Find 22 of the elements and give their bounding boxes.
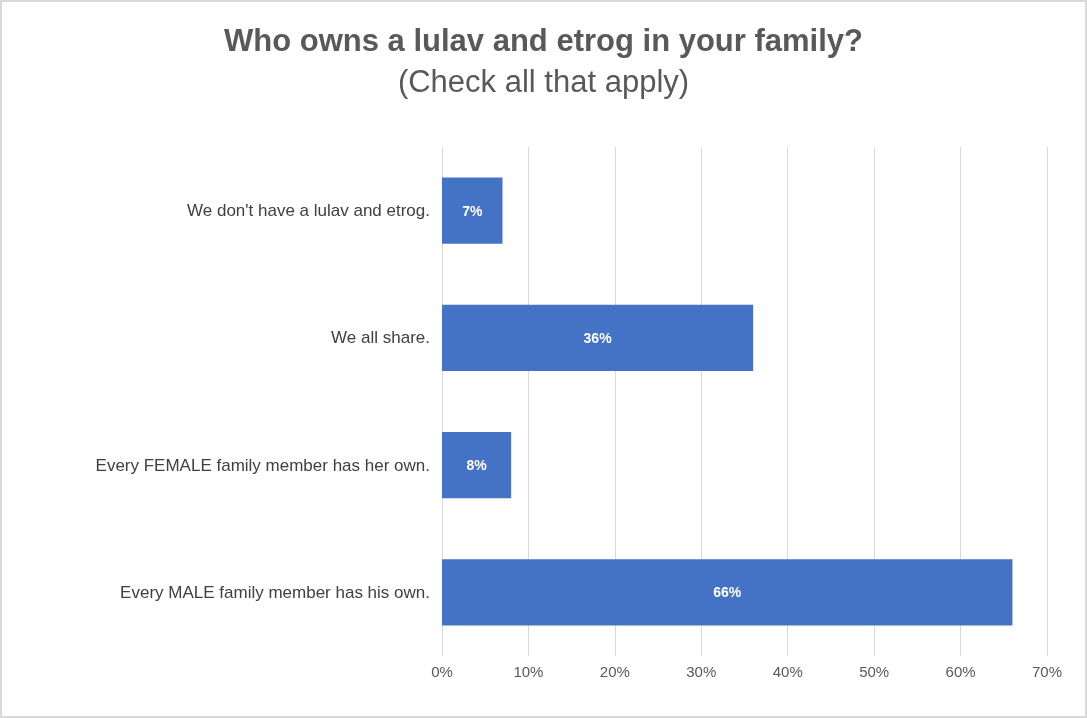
x-tick-label: 60%: [945, 663, 976, 680]
data-label: 36%: [583, 329, 613, 346]
x-tick-label: 0%: [431, 663, 453, 680]
x-tick-label: 10%: [513, 663, 544, 680]
x-tick-label: 50%: [859, 663, 890, 680]
x-tick-label: 30%: [686, 663, 717, 680]
chart-subtitle: (Check all that apply): [397, 64, 690, 99]
y-tick-label: We all share.: [331, 328, 430, 348]
x-tick-label: 20%: [599, 663, 630, 680]
bar: [442, 304, 754, 371]
x-tick-label: 40%: [772, 663, 803, 680]
data-label: 8%: [466, 457, 488, 474]
y-tick-label: We don't have a lulav and etrog.: [187, 201, 430, 221]
data-label: 66%: [713, 584, 742, 601]
bar: [442, 559, 1013, 626]
y-tick-label: Every MALE family member has his own.: [120, 582, 430, 602]
bar: [442, 432, 512, 499]
chart-title: Who owns a lulav and etrog in your family?: [223, 23, 864, 58]
y-tick-label: Every FEMALE family member has her own.: [95, 455, 430, 475]
bar: [442, 177, 503, 244]
data-label: 7%: [462, 202, 483, 219]
x-tick-label: 70%: [1031, 663, 1063, 680]
